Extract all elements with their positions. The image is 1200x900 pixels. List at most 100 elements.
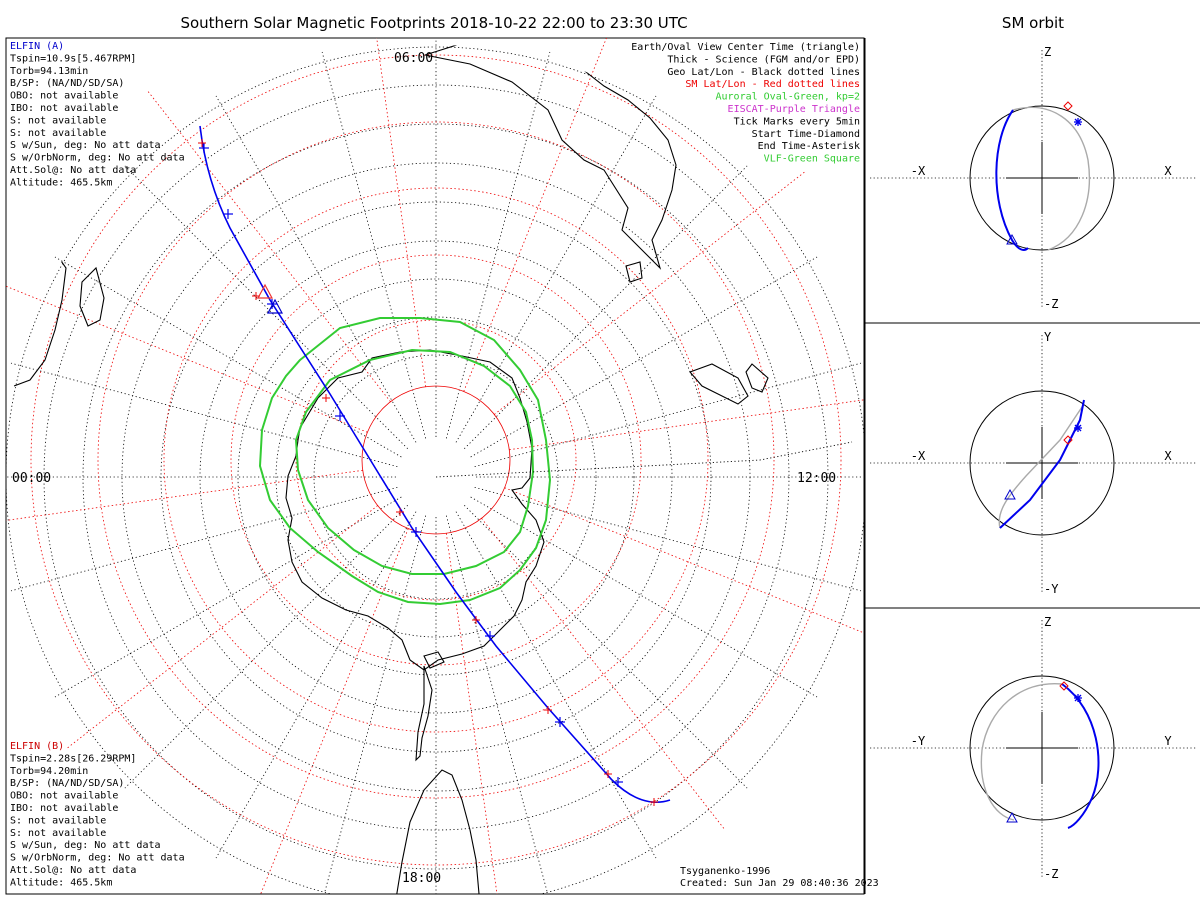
tick-mark-sm: [604, 770, 612, 778]
elfin-a-info-line: S: not available: [10, 128, 106, 139]
elfin-b-info-line: Tspin=2.28s[26.29RPM]: [10, 753, 136, 764]
orbit-back-segment: [998, 403, 1085, 529]
map-label-right: 12:00: [797, 471, 836, 486]
sm-longitude-line: [260, 528, 409, 894]
orbit-front-segment: [999, 399, 1085, 529]
elfin-a-info-line: B/SP: (NA/ND/SD/SA): [10, 78, 124, 89]
orbit-axis-label-right: X: [1164, 449, 1172, 463]
view-center-line: [435, 441, 853, 478]
geo-longitude-line: [455, 95, 657, 443]
elfin-b-info-line: Att.Sol@: No att data: [10, 865, 136, 876]
new-zealand-north-coast: [745, 363, 769, 393]
orbit-axis-label-right: Y: [1164, 734, 1172, 748]
orbit-front-segment: [1061, 683, 1100, 829]
tick-mark: [613, 777, 623, 787]
sm-grid: [6, 38, 864, 894]
legend-entry: Earth/Oval View Center Time (triangle): [631, 42, 860, 53]
geo-longitude-line: [455, 511, 657, 859]
view-center-triangle: [1006, 811, 1018, 823]
elfin-a-info-line: S: not available: [10, 115, 106, 126]
tick-mark: [555, 717, 565, 727]
end-asterisk: [1074, 694, 1082, 702]
tick-mark: [267, 299, 277, 309]
view-center-triangle: [1004, 488, 1016, 500]
elfin-b-info-line: B/SP: (NA/ND/SD/SA): [10, 778, 124, 789]
elfin-b-info-line: S: not available: [10, 828, 106, 839]
elfin-b-info-line: Altitude: 465.5km: [10, 877, 112, 888]
plot-title: Southern Solar Magnetic Footprints 2018-…: [180, 14, 688, 32]
geo-longitude-line: [445, 515, 549, 894]
elfin-b-info-line: OBO: not available: [10, 791, 118, 802]
orbit-axis-label-bottom: -Z: [1044, 867, 1058, 881]
sm-longitude-line: [445, 533, 498, 894]
geo-latitude-circle: [43, 84, 829, 870]
sm-latitude-circle: [230, 254, 642, 666]
sm-longitude-line: [65, 505, 378, 750]
tick-mark: [411, 527, 421, 537]
geo-longitude-line: [124, 165, 408, 449]
orbit-panel-title: SM orbit: [1001, 14, 1065, 32]
legend-entry: EISCAT-Purple Triangle: [728, 104, 860, 115]
geo-latitude-circle: [199, 240, 673, 714]
geo-latitude-circle: [6, 46, 864, 894]
auroral-oval-inner: [294, 348, 535, 575]
tick-mark: [199, 143, 209, 153]
orbit-front-segment: [995, 109, 1029, 251]
sm-latitude-circle: [163, 187, 709, 733]
australia-coast: [424, 45, 677, 270]
view-center-triangle: [1006, 233, 1018, 245]
elfin-a-info-line: OBO: not available: [10, 91, 118, 102]
orbit-axis-label-right: X: [1164, 164, 1172, 178]
geo-longitude-line: [464, 165, 748, 449]
sm-latitude-circle: [97, 121, 775, 799]
geo-longitude-line: [215, 95, 417, 443]
geo-grid: [6, 38, 864, 894]
elfin-a-info-line: Tspin=10.9s[5.467RPM]: [10, 53, 136, 64]
orbit-axis-label-left: -Y: [911, 734, 926, 748]
elfin-a-name: ELFIN (A): [10, 41, 64, 52]
map-frame: [5, 37, 865, 895]
orbit-panel: Y -Y -X X: [870, 330, 1196, 596]
orbit-axis-label-left: -X: [911, 164, 926, 178]
africa-coast: [6, 247, 67, 387]
legend-entry: SM Lat/Lon - Red dotted lines: [685, 79, 860, 90]
antarctic-peninsula: [415, 665, 433, 762]
model-label: Tsyganenko-1996: [680, 866, 770, 877]
elfin-b-info: ELFIN (B) Tspin=2.28s[26.29RPM] Torb=94.2…: [10, 741, 185, 888]
elfin-b-info-line: S: not available: [10, 815, 106, 826]
sm-longitude-line: [481, 518, 726, 831]
orbit-axis-label-bottom: -Z: [1044, 297, 1058, 311]
end-asterisk: [1074, 118, 1082, 126]
new-zealand-south-coast: [689, 363, 749, 405]
geo-longitude-line: [10, 486, 398, 592]
map-label-bottom: 18:00: [402, 871, 441, 886]
geo-longitude-line: [54, 496, 402, 698]
elfin-b-info-line: IBO: not available: [10, 803, 118, 814]
sm-orbit-panels: Z -Z -X X Y -Y -X X Z -Z -Y Y: [870, 45, 1196, 881]
created-label: Created: Sun Jan 29 08:40:36 2023: [680, 878, 879, 889]
geo-latitude-circle: [82, 123, 790, 831]
geo-longitude-line: [321, 51, 427, 439]
geo-latitude-circle: [313, 354, 559, 600]
orbit-axis-label-top: Z: [1044, 45, 1051, 59]
elfin-b-info-line: Torb=94.20min: [10, 766, 88, 777]
start-diamond: [1063, 435, 1073, 445]
sm-latitude-circle: [361, 385, 511, 535]
start-diamond: [1063, 101, 1073, 111]
earth-circle: [969, 390, 1115, 536]
tick-mark: [335, 411, 345, 421]
eiscat-triangle: [256, 283, 274, 299]
legend-entry: Tick Marks every 5min: [734, 116, 860, 127]
tick-mark-sm: [198, 139, 206, 147]
sm-latitude-circle: [295, 319, 577, 601]
geo-longitude-line: [474, 486, 862, 592]
orbit-axis-label-bottom: -Y: [1044, 582, 1059, 596]
orbit-axis-label-top: Y: [1044, 330, 1052, 344]
orbit-back-segment: [980, 682, 1063, 821]
legend-entry: End Time-Asterisk: [758, 141, 860, 152]
elfin-b-info-line: S w/Sun, deg: No att data: [10, 840, 161, 851]
elfin-a-info-line: Torb=94.13min: [10, 66, 88, 77]
start-diamond: [1059, 681, 1069, 691]
tasmania-coast: [625, 261, 643, 283]
sm-longitude-line: [6, 285, 368, 433]
